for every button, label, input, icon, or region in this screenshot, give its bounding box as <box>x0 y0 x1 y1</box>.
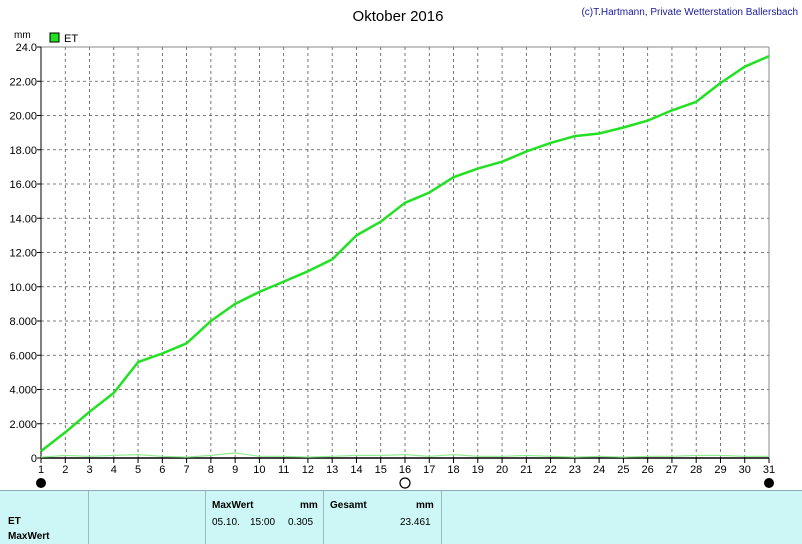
axis-markers <box>36 477 774 489</box>
x-tick-label: 4 <box>111 464 117 476</box>
x-tick-label: 26 <box>642 464 654 476</box>
info-col-label: ET MaxWert <box>0 491 89 544</box>
max-header: MaxWert <box>212 500 254 511</box>
grid <box>41 47 769 458</box>
x-tick-label: 22 <box>544 464 556 476</box>
x-tick-label: 9 <box>232 464 238 476</box>
y-tick-label: 10.00 <box>9 282 37 294</box>
y-tick-label: 2.000 <box>9 419 37 431</box>
et-chart: Oktober 2016 (c)T.Hartmann, Private Wett… <box>9 7 798 489</box>
x-tick-label: 27 <box>666 464 678 476</box>
info-row-label: ET <box>8 516 21 527</box>
chart-credit: (c)T.Hartmann, Private Wetterstation Bal… <box>581 7 798 18</box>
total-value: 23.461 <box>400 517 431 528</box>
y-tick-label: 12.00 <box>9 248 37 260</box>
total-header: Gesamt <box>330 500 367 511</box>
x-tick-label: 12 <box>302 464 314 476</box>
x-tick-label: 17 <box>423 464 435 476</box>
series-line-et <box>40 55 770 453</box>
y-tick-label: 6.000 <box>9 350 37 362</box>
x-tick-label: 28 <box>690 464 702 476</box>
x-tick-label: 24 <box>593 464 605 476</box>
max-unit: mm <box>300 500 318 511</box>
legend-swatch-et <box>49 32 60 43</box>
y-tick-label: 0 <box>31 453 37 465</box>
x-tick-label: 3 <box>86 464 92 476</box>
max-date: 05.10. <box>212 517 240 528</box>
end-marker <box>764 478 774 488</box>
series-line-et-daily <box>40 452 769 458</box>
max-time: 15:00 <box>250 517 276 528</box>
y-tick-label: 20.00 <box>9 111 37 123</box>
x-tick-label: 13 <box>326 464 338 476</box>
y-tick-label: 16.00 <box>9 179 37 191</box>
x-tick-label: 7 <box>184 464 190 476</box>
x-tick-label: 15 <box>375 464 387 476</box>
x-tick-label: 18 <box>447 464 459 476</box>
x-tick-label: 29 <box>714 464 726 476</box>
info-row-label-2: MaxWert <box>8 531 50 542</box>
y-tick-label: 14.00 <box>9 213 37 225</box>
x-tick-label: 31 <box>763 464 775 476</box>
x-tick-label: 2 <box>62 464 68 476</box>
x-tick-label: 30 <box>739 464 751 476</box>
chart-title: Oktober 2016 <box>353 8 444 25</box>
x-tick-label: 19 <box>472 464 484 476</box>
x-tick-label: 20 <box>496 464 508 476</box>
x-tick-label: 16 <box>399 464 411 476</box>
series <box>40 55 770 458</box>
info-col-empty <box>89 491 206 544</box>
info-col-total: Gesamt mm 23.461 <box>324 491 442 544</box>
x-tick-label: 14 <box>350 464 362 476</box>
x-tick-label: 21 <box>520 464 532 476</box>
total-unit: mm <box>416 500 434 511</box>
x-tick-label: 10 <box>253 464 265 476</box>
x-tick-label: 8 <box>208 464 214 476</box>
x-tick-label: 11 <box>278 464 289 476</box>
y-tick-label: 18.00 <box>9 145 37 157</box>
x-tick-label: 23 <box>569 464 581 476</box>
max-value: 0.305 <box>288 517 314 528</box>
info-col-max: MaxWert mm 05.10. 15:00 0.305 <box>206 491 324 544</box>
x-tick-label: 5 <box>135 464 141 476</box>
y-tick-label: 4.000 <box>9 385 37 397</box>
info-table: ET MaxWert MaxWert mm 05.10. 15:00 0.305… <box>0 490 802 544</box>
y-axis-unit: mm <box>14 30 31 41</box>
start-marker <box>36 478 46 488</box>
mid-marker <box>399 477 411 489</box>
legend-label-et: ET <box>64 33 78 45</box>
y-tick-label: 22.00 <box>9 76 37 88</box>
axes: 0 2.000 4.000 6.000 8.000 10.00 12.00 14.00 16.0… <box>9 42 775 476</box>
x-tick-label: 25 <box>617 464 629 476</box>
y-tick-label: 8.000 <box>9 316 37 328</box>
x-tick-label: 1 <box>38 464 44 476</box>
y-tick-label: 24.0 <box>16 42 37 54</box>
x-tick-label: 6 <box>159 464 165 476</box>
